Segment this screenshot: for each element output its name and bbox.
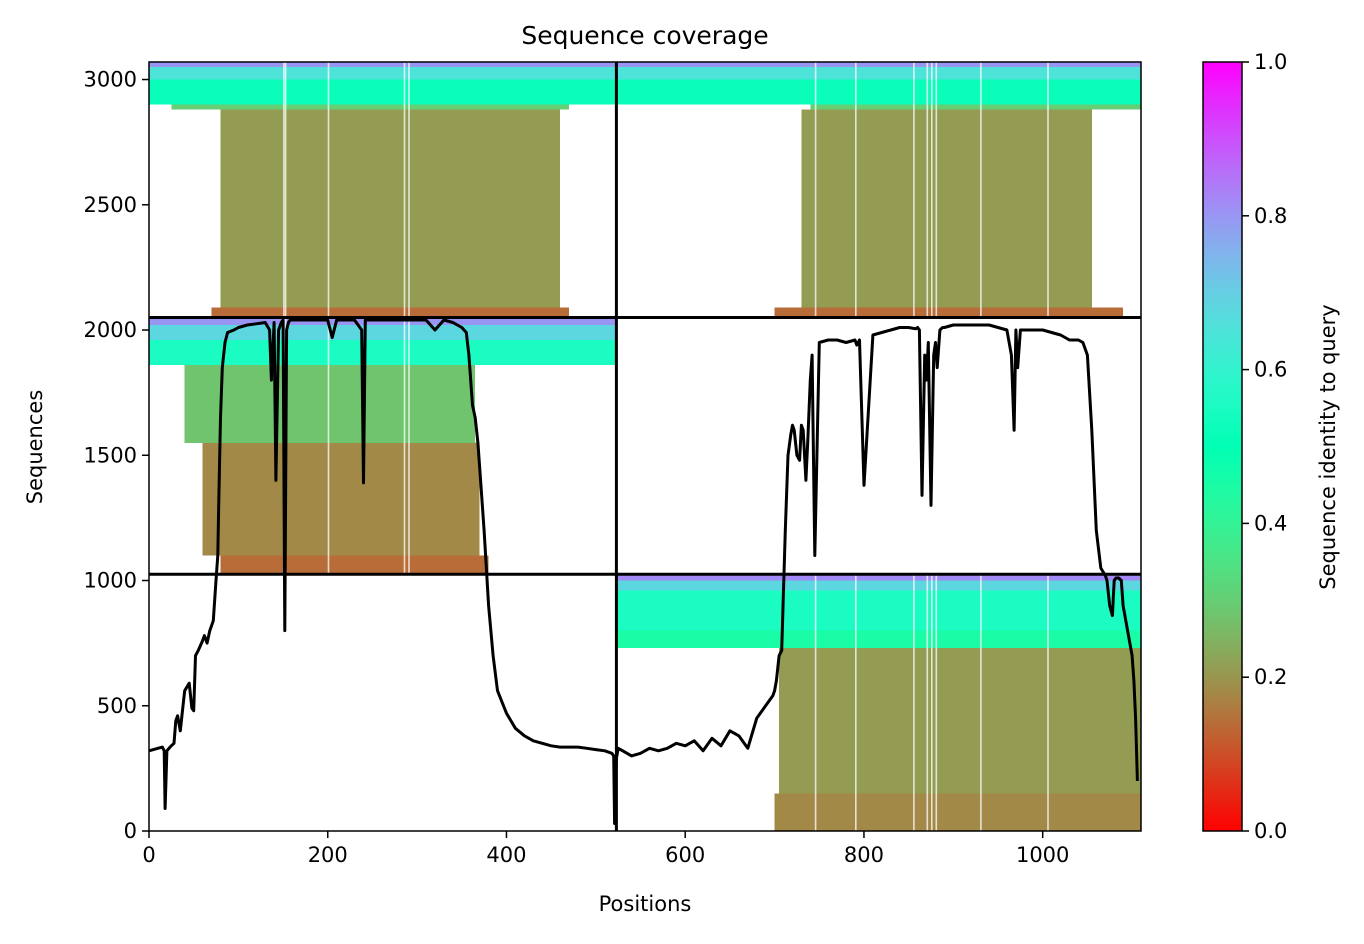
- x-tick-label-2: 400: [486, 843, 526, 867]
- coverage-gap-3-12: [1047, 574, 1049, 831]
- coverage-band-0-2: [171, 104, 570, 110]
- coverage-gap-1-10: [935, 62, 938, 318]
- block-chain2-seqs0-1025: [616, 574, 1141, 831]
- coverage-band-0-4: [149, 67, 617, 80]
- x-tick-label-3: 600: [665, 843, 705, 867]
- colorbar-ticks: 0.0 0.2 0.4 0.6 0.8 1.0: [1242, 50, 1287, 843]
- plot-frame: [148, 61, 1142, 832]
- coverage-band-3-5: [616, 574, 1141, 581]
- coverage-gap-2-2: [327, 317, 330, 575]
- coverage-band-2-1: [202, 442, 480, 556]
- coverage-band-0-0: [211, 307, 570, 318]
- y-tick-label-0: 0: [124, 819, 137, 843]
- plot-area: [148, 61, 1142, 832]
- coverage-band-0-5: [149, 62, 617, 67]
- coverage-band-2-3: [149, 340, 617, 365]
- colorbar-tick-label-2: 0.4: [1254, 511, 1287, 535]
- coverage-gap-0-4: [408, 62, 410, 318]
- coverage-band-1-5: [616, 62, 1141, 67]
- colorbar-title: Sequence identity to query: [1316, 304, 1340, 589]
- y-tick-label-1: 500: [97, 694, 137, 718]
- y-tick-label-4: 2000: [84, 318, 137, 342]
- coverage-band-1-3: [616, 79, 1141, 105]
- x-axis-title: Positions: [599, 892, 692, 916]
- coverage-gap-1-8: [926, 62, 929, 318]
- chart-title: Sequence coverage: [521, 21, 768, 50]
- coverage-gap-3-5: [814, 574, 817, 831]
- x-tick-label-4: 800: [844, 843, 884, 867]
- coverage-band-1-2: [810, 104, 1141, 110]
- colorbar: 0.0 0.2 0.4 0.6 0.8 1.0 Sequence identity to …: [1202, 50, 1340, 843]
- chain-boundaries: [149, 62, 1141, 831]
- coverage-band-3-0: [774, 793, 1141, 831]
- x-tick-label-0: 0: [142, 843, 155, 867]
- x-tick-label-5: 1000: [1016, 843, 1069, 867]
- coverage-gap-0-0: [283, 62, 285, 318]
- y-tick-label-6: 3000: [84, 68, 137, 92]
- coverage-gap-1-7: [913, 62, 915, 318]
- coverage-gap-1-9: [931, 62, 933, 318]
- colorbar-tick-label-0: 0.0: [1254, 819, 1287, 843]
- coverage-gaps: [283, 62, 1049, 831]
- coverage-band-2-4: [149, 325, 617, 340]
- y-tick-label-5: 2500: [84, 193, 137, 217]
- coverage-gap-3-8: [926, 574, 929, 831]
- coverage-gap-0-1: [284, 62, 287, 318]
- x-axis-ticks: 0 200 400 600 800 1000: [142, 831, 1069, 867]
- coverage-gap-1-5: [814, 62, 817, 318]
- y-tick-label-3: 1500: [84, 443, 137, 467]
- coverage-band-0-1: [220, 109, 561, 308]
- coverage-band-0-3: [149, 79, 617, 105]
- y-axis-title: Sequences: [23, 390, 47, 505]
- coverage-band-1-0: [774, 307, 1124, 318]
- coverage-gap-0-3: [403, 62, 406, 318]
- coverage-band-3-2: [616, 630, 1141, 649]
- coverage-gap-3-6: [855, 574, 857, 831]
- coverage-gap-2-3: [403, 317, 406, 575]
- coverage-band-3-3: [616, 590, 1141, 631]
- coverage-gap-3-9: [931, 574, 933, 831]
- coverage-blocks: [149, 62, 1141, 831]
- y-tick-label-2: 1000: [84, 569, 137, 593]
- coverage-gap-3-11: [980, 574, 982, 831]
- coverage-band-2-2: [184, 365, 476, 443]
- coverage-band-3-1: [779, 648, 1141, 794]
- colorbar-tick-label-1: 0.2: [1254, 665, 1287, 689]
- block-chain1-seqs2050-3070: [149, 62, 617, 318]
- coverage-band-1-1: [801, 109, 1092, 308]
- x-tick-label-1: 200: [308, 843, 348, 867]
- coverage-gap-2-4: [408, 317, 410, 575]
- coverage-gap-3-10: [935, 574, 938, 831]
- coverage-band-3-4: [616, 580, 1141, 591]
- coverage-band-2-0: [220, 555, 489, 575]
- coverage-gap-3-7: [913, 574, 915, 831]
- coverage-gap-0-2: [327, 62, 330, 318]
- colorbar-tick-label-4: 0.8: [1254, 204, 1287, 228]
- y-axis-ticks: 0 500 1000 1500 2000 2500 3000: [84, 68, 149, 843]
- coverage-gap-1-11: [980, 62, 982, 318]
- colorbar-tick-label-3: 0.6: [1254, 358, 1287, 382]
- block-chain1-seqs1025-2050: [149, 317, 617, 575]
- coverage-gap-1-6: [855, 62, 857, 318]
- colorbar-tick-label-5: 1.0: [1254, 50, 1287, 74]
- block-chain2-seqs2050-3070: [616, 62, 1141, 318]
- coverage-band-1-4: [616, 67, 1141, 80]
- coverage-gap-1-12: [1047, 62, 1049, 318]
- coverage-line: [148, 318, 1139, 825]
- colorbar-gradient: [1202, 61, 1243, 832]
